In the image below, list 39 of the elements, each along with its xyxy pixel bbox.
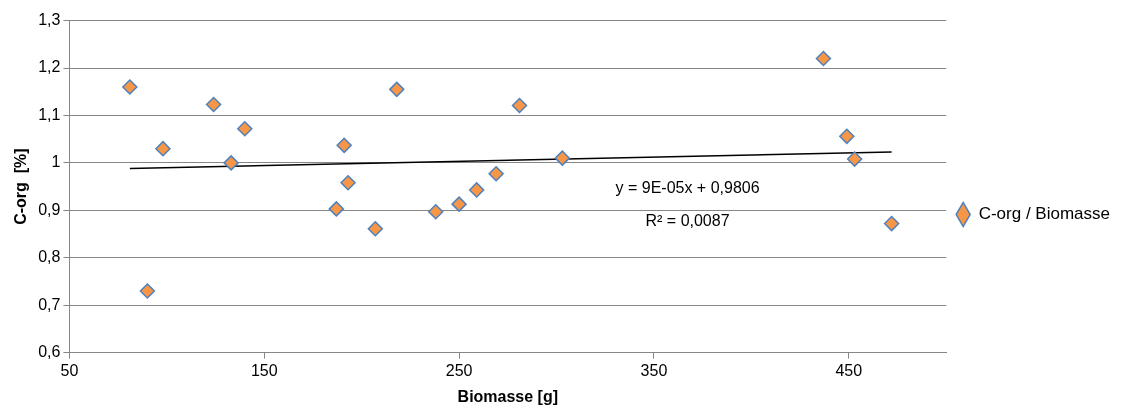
point <box>488 166 504 182</box>
x-axis-title: Biomasse [g] <box>457 387 559 405</box>
y-tick-label: 0,8 <box>38 248 61 266</box>
point <box>846 151 863 167</box>
point <box>237 120 253 137</box>
point <box>883 215 900 232</box>
point <box>815 50 832 67</box>
y-tick-label: 1 <box>51 153 61 171</box>
point <box>155 140 171 157</box>
y-tick-label: 1,3 <box>38 11 61 29</box>
y-axis-title: C-org [%] <box>12 148 30 225</box>
point <box>389 81 405 98</box>
x-tick-label: 350 <box>640 361 668 379</box>
annotation: y = 9E-05x + 0,9806 <box>615 179 760 197</box>
point <box>367 221 384 237</box>
point <box>554 150 571 166</box>
annotation: R² = 0,0087 <box>645 212 730 230</box>
point <box>468 182 485 198</box>
x-tick-label: 50 <box>60 361 79 379</box>
point <box>451 196 467 212</box>
point <box>427 203 444 220</box>
point <box>340 175 356 191</box>
x-tick-label: 250 <box>445 361 473 379</box>
point <box>205 96 222 113</box>
point <box>122 79 138 95</box>
legend-label: C-org / Biomasse <box>978 204 1111 224</box>
y-tick-label: 0,9 <box>38 200 61 218</box>
y-tick-label: 1,2 <box>38 58 61 76</box>
point <box>139 283 156 299</box>
point <box>223 155 239 171</box>
point <box>328 201 345 217</box>
x-tick-label: 150 <box>250 361 278 379</box>
point <box>839 128 855 145</box>
point <box>511 97 528 114</box>
y-tick-label: 1,1 <box>38 105 61 123</box>
y-tick-label: 0,6 <box>38 343 61 361</box>
x-tick-label: 450 <box>835 361 863 379</box>
y-tick-label: 0,7 <box>38 295 61 313</box>
point <box>336 137 352 154</box>
